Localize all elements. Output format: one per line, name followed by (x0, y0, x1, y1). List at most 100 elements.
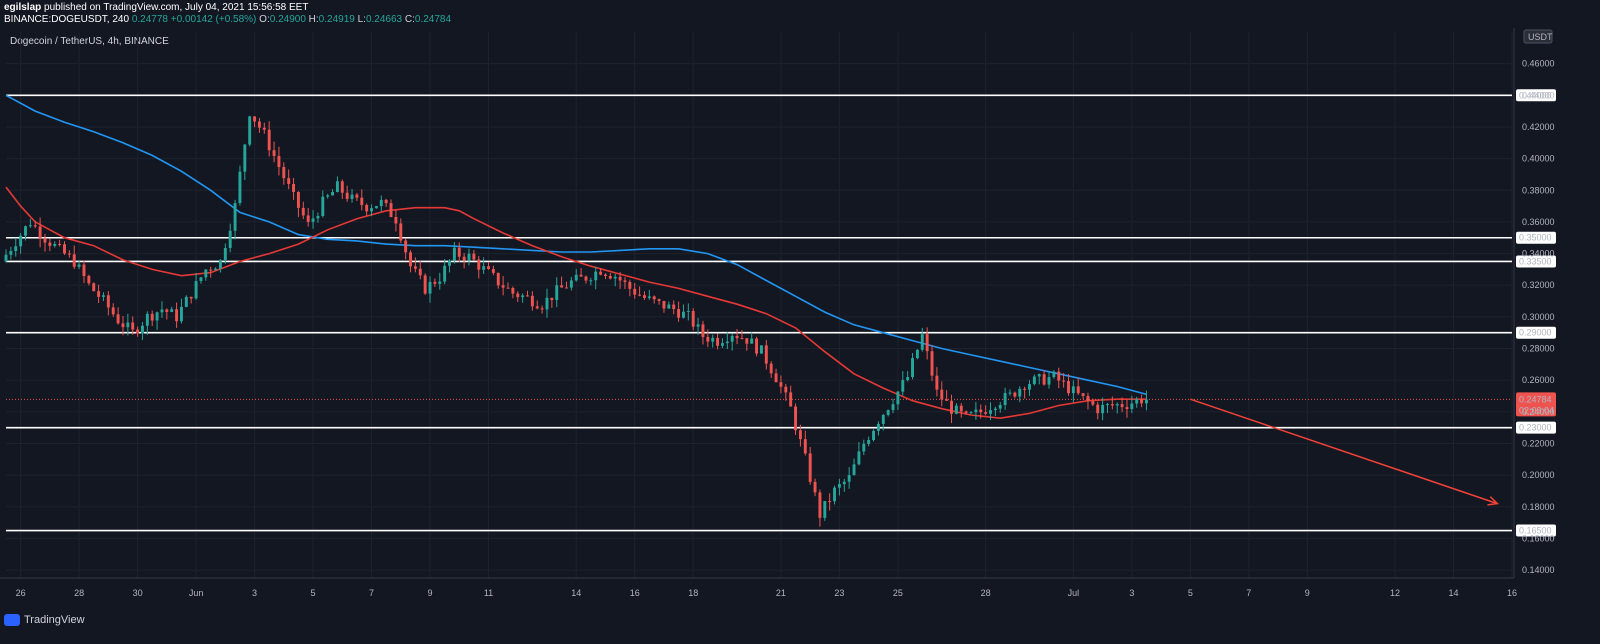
level-badge (1516, 255, 1556, 268)
candle-body (1076, 386, 1080, 394)
candle-body (915, 349, 919, 359)
candle-body (345, 192, 349, 199)
unit-box[interactable] (1523, 29, 1553, 44)
symbol-label[interactable]: BINANCE:DOGEUSDT, 240 (4, 14, 130, 25)
candle-body (989, 410, 992, 414)
candle-body (1135, 399, 1139, 404)
candle-body (998, 405, 1002, 409)
candle-body (716, 337, 720, 346)
candle-body (418, 268, 422, 276)
candle-body (287, 178, 291, 184)
price-tick-label: 0.34000 (1522, 249, 1555, 259)
price-tick-label: 0.40000 (1522, 154, 1555, 164)
candle-body (677, 308, 681, 318)
tradingview-logo[interactable]: TradingView (4, 614, 85, 626)
time-tick-label: 7 (1246, 588, 1251, 598)
candle-body (467, 253, 471, 261)
candle-body (97, 291, 101, 297)
projection-arrow-line[interactable] (1190, 398, 1498, 505)
candle-body (706, 336, 710, 342)
candle-body (954, 405, 958, 414)
candle-body (1106, 404, 1109, 406)
candle-body (1071, 386, 1075, 394)
candle-body (696, 324, 700, 327)
candle-body (28, 225, 32, 227)
level-badge (1516, 421, 1556, 434)
candle-body (199, 277, 203, 282)
level-badge-label: 0.16500 (1519, 526, 1552, 536)
candle-body (448, 260, 451, 266)
candle-body (652, 296, 656, 300)
footer: TradingView (0, 606, 1600, 644)
candle-body (745, 338, 749, 344)
axes[interactable]: 0.46000 0.44000 0.42000 0.40000 0.38000 0.360… (0, 28, 1555, 598)
candle-body (228, 230, 232, 248)
time-tick-label: 26 (16, 588, 26, 598)
level-badge (1516, 231, 1556, 244)
level-badge-label: 0.33500 (1519, 256, 1552, 266)
candle-body (433, 281, 437, 284)
candle-body (755, 338, 759, 354)
candle-body (1140, 399, 1144, 404)
price-tick-label: 0.32000 (1522, 280, 1555, 290)
candle-body (779, 382, 783, 387)
candle-body (740, 338, 744, 340)
candle-body (155, 312, 159, 321)
candle-body (657, 299, 661, 301)
candle-body (262, 127, 266, 130)
candle-body (1086, 395, 1090, 402)
candle-body (579, 274, 583, 277)
candle-body (257, 121, 261, 128)
candle-body (540, 308, 544, 310)
candle-body (872, 430, 875, 441)
candle-body (326, 195, 330, 197)
candle-body (150, 313, 154, 321)
candle-body (808, 453, 812, 482)
candle-body (477, 259, 481, 270)
time-tick-label: 23 (834, 588, 844, 598)
candle-body (589, 280, 593, 282)
candle-body (350, 194, 354, 199)
candle-body (482, 266, 486, 270)
candle-body (1052, 371, 1056, 378)
candle-body (623, 280, 627, 282)
horizontal-levels[interactable]: 0.44000 0.35000 0.33500 0.29000 0.23000 0.165… (6, 89, 1556, 537)
candle-body (63, 244, 66, 254)
candle-body (720, 343, 724, 346)
time-tick-label: 14 (1449, 588, 1459, 598)
candle-body (248, 116, 252, 145)
candle-body (204, 269, 208, 278)
time-tick-label: 5 (311, 588, 316, 598)
time-tick-label: 11 (484, 588, 493, 598)
author-name[interactable]: egilslap (4, 2, 42, 13)
candle-body (82, 264, 86, 277)
candle-body (141, 325, 144, 334)
candle-body (496, 272, 500, 286)
candle-body (4, 254, 8, 262)
candle-body (9, 251, 13, 255)
candle-body (604, 274, 607, 277)
candle-body (979, 409, 983, 413)
level-badge-label: 0.29000 (1519, 328, 1552, 338)
candle-body (111, 307, 115, 315)
candle-body (194, 281, 198, 299)
candle-body (131, 322, 135, 330)
candle-body (267, 129, 271, 151)
candle-body (945, 399, 949, 401)
candle-body (462, 256, 466, 261)
time-tick-label: 30 (133, 588, 143, 598)
candle-body (906, 376, 910, 381)
candle-body (413, 266, 417, 269)
candle-body (214, 268, 218, 271)
candle-body (102, 295, 105, 297)
candle-body (521, 295, 525, 298)
candle-body (886, 410, 890, 415)
time-tick-label: 28 (74, 588, 84, 598)
time-tick-label: 16 (630, 588, 640, 598)
candle-body (837, 484, 841, 488)
candle-body (662, 300, 666, 309)
candle-body (672, 304, 676, 309)
candle-body (1028, 384, 1031, 390)
level-badge-label: 0.35000 (1519, 233, 1552, 243)
